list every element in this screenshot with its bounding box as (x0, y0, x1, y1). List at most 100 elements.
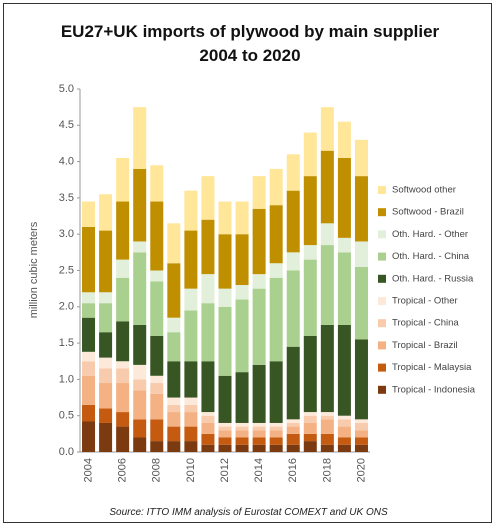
bar-segment (167, 426, 181, 442)
y-tick-label: 5.0 (59, 83, 74, 95)
bar-segment (269, 422, 283, 427)
bar-segment (116, 157, 130, 202)
y-axis-label: million cubic meters (28, 221, 40, 318)
legend-swatch (378, 186, 386, 194)
bar-segment (320, 223, 334, 246)
bar-segment (303, 412, 317, 416)
bar-segment (99, 383, 113, 409)
bar-segment (116, 277, 130, 322)
bar-segment (167, 404, 181, 413)
bar-segment (235, 201, 249, 235)
bar-segment (201, 444, 215, 452)
bar-segment (303, 415, 317, 423)
legend-swatch (378, 341, 386, 350)
bar-segment (201, 433, 215, 445)
y-tick-label: 0.5 (59, 410, 74, 422)
bar-segment (235, 430, 249, 438)
bar-segment (252, 437, 266, 445)
bar-segment (235, 299, 249, 373)
bar-segment (116, 412, 130, 427)
bar-segment (150, 393, 164, 420)
y-tick-label: 3.5 (59, 192, 74, 204)
bar-segment (201, 219, 215, 275)
bar-segment (354, 241, 368, 267)
bar-segment (320, 412, 334, 416)
bar-segment (320, 245, 334, 325)
bar-segment (303, 422, 317, 434)
bar-segment (252, 288, 266, 365)
bar-segment (320, 324, 334, 413)
bar-segment (269, 263, 283, 278)
bar-segment (167, 441, 181, 452)
bar-segment (337, 426, 351, 438)
bar-segment (337, 437, 351, 445)
bar-segment (133, 390, 147, 420)
bar-segment (133, 364, 147, 380)
bar-segment (150, 375, 164, 384)
bar-segment (82, 375, 96, 405)
bar-segment (337, 121, 351, 158)
bar-segment (252, 426, 266, 431)
bar-segment (269, 430, 283, 438)
bar-segment (99, 194, 113, 231)
bar-segment (337, 324, 351, 416)
bar-segment (303, 441, 317, 452)
bar-segment (184, 288, 198, 311)
bar-segment (354, 419, 368, 423)
bar-segment (235, 372, 249, 423)
bar-segment (252, 444, 266, 452)
x-tick-label: 2004 (82, 458, 94, 482)
bar-segment (252, 364, 266, 423)
bar-segment (99, 408, 113, 423)
bar-segment (354, 437, 368, 445)
bar-segment (133, 252, 147, 325)
bar-segment (286, 444, 300, 452)
bar-segment (99, 303, 113, 333)
bar-segment (320, 415, 334, 420)
bar-segment (218, 306, 232, 376)
bar-segment (269, 205, 283, 264)
legend-label: Tropical - Brazil (392, 340, 458, 351)
bar-segment (184, 404, 198, 413)
bar-segment (82, 361, 96, 376)
bar-segment (303, 259, 317, 336)
bar-segment (218, 437, 232, 445)
bar-segment (150, 201, 164, 271)
bar-segment (218, 234, 232, 289)
bar-segment (150, 281, 164, 336)
legend-label: Oth. Hard. - Russia (392, 273, 474, 284)
bar-segment (150, 165, 164, 202)
bar-segment (337, 415, 351, 420)
bar-segment (218, 426, 232, 431)
legend-label: Tropical - Other (392, 296, 458, 307)
bar-segment (320, 433, 334, 445)
bar-segment (167, 223, 181, 264)
bar-segment (82, 292, 96, 304)
legend-label: Tropical - Malaysia (392, 362, 472, 373)
bar-segment (286, 433, 300, 445)
bar-segment (320, 150, 334, 224)
bar-segment (269, 168, 283, 206)
bar-segment (82, 404, 96, 422)
bar-segment (167, 397, 181, 405)
bar-segment (286, 346, 300, 420)
x-tick-label: 2016 (287, 458, 299, 482)
bar-segment (184, 361, 198, 398)
bar-segment (354, 422, 368, 431)
bar-segment (252, 430, 266, 438)
bar-segment (116, 201, 130, 260)
bar-segment (184, 310, 198, 362)
bar-segment (235, 444, 249, 452)
y-tick-label: 4.5 (59, 119, 74, 131)
bar-segment (150, 383, 164, 394)
bar-segment (150, 441, 164, 452)
bar-segment (320, 444, 334, 452)
legend-swatch (378, 297, 386, 305)
bar-segment (286, 426, 300, 434)
bar-segment (116, 426, 130, 452)
bar-segment (354, 176, 368, 242)
bar-segment (337, 419, 351, 427)
bar-segment (286, 422, 300, 427)
